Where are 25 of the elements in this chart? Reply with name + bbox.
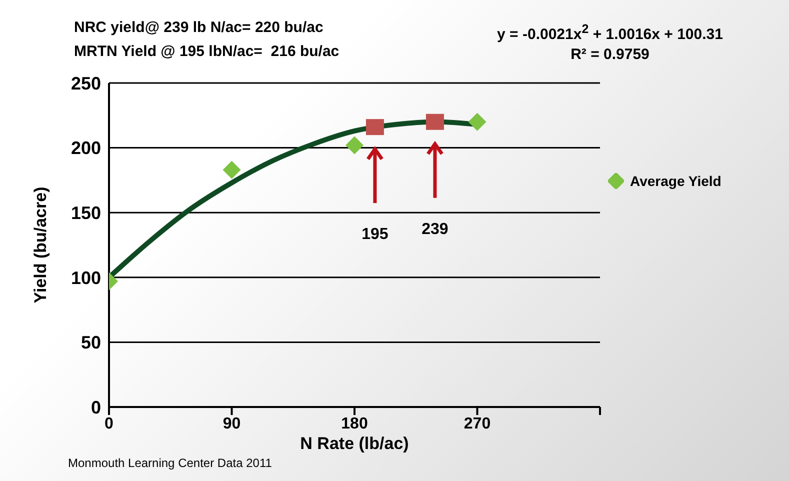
y-tick-label: 250 [70, 73, 101, 94]
point [426, 114, 444, 130]
point [346, 136, 364, 154]
text: Monmouth Learning Center Data 2011 [68, 456, 272, 470]
text: R² = 0.9759 [570, 46, 650, 63]
text: NRC yield@ 239 lb N/ac= 220 bu/ac [74, 19, 324, 36]
legend-label: Average Yield [630, 173, 722, 189]
text: y = -0.0021x$^{2}$ + 1.0016x + 100.31 [496, 22, 724, 43]
annotation: 239 [422, 220, 448, 238]
y-tick-label: 0 [90, 397, 101, 418]
y-tick-label: 100 [70, 268, 101, 288]
point [222, 160, 241, 179]
x-tick-label: 180 [341, 415, 368, 432]
x-axis-title: N Rate (lb/ac) [300, 434, 409, 453]
x-tick-label: 90 [222, 415, 241, 432]
y-axis-title: Yield (bu/acre) [31, 186, 50, 304]
x-tick-label: 0 [104, 415, 114, 432]
y-tick-label: 150 [70, 202, 101, 223]
y-tick-label: 200 [70, 138, 101, 158]
annotation: 195 [362, 226, 388, 244]
x-tick-label: 270 [464, 415, 491, 432]
text: MRTN Yield @ 195 lbN/ac= 216 bu/ac [74, 43, 340, 60]
point [468, 112, 486, 131]
y-tick-label: 50 [80, 332, 101, 353]
point [366, 119, 384, 136]
